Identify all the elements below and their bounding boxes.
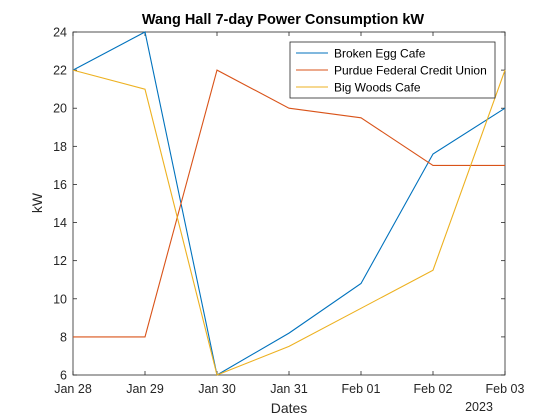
x-axis-year-label: 2023 xyxy=(465,400,493,414)
y-tick-label: 22 xyxy=(53,64,67,78)
legend: Broken Egg Cafe Purdue Federal Credit Uni… xyxy=(289,41,496,99)
y-tick-label: 20 xyxy=(53,102,67,116)
y-tick-label: 14 xyxy=(53,216,67,230)
y-tick-label: 10 xyxy=(53,292,67,306)
x-tick-label: Feb 01 xyxy=(342,382,381,396)
x-tick-label: Jan 28 xyxy=(54,382,92,396)
legend-entry: Broken Egg Cafe xyxy=(334,47,426,61)
x-axis-label: Dates xyxy=(271,400,308,416)
x-tick-label: Jan 30 xyxy=(198,382,236,396)
x-tick-label: Feb 03 xyxy=(486,382,525,396)
y-tick-label: 6 xyxy=(60,369,67,383)
series-line-1 xyxy=(72,31,506,376)
chart-title: Wang Hall 7-day Power Consumption kW xyxy=(142,12,425,28)
x-tick-label: Jan 31 xyxy=(270,382,308,396)
y-axis-label: kW xyxy=(29,192,45,213)
legend-entry: Big Woods Cafe xyxy=(334,81,421,95)
legend-entry: Purdue Federal Credit Union xyxy=(334,64,487,78)
y-tick-label: 18 xyxy=(53,140,67,154)
x-tick-label: Feb 02 xyxy=(414,382,453,396)
series-line-3 xyxy=(72,69,506,376)
x-tick-label: Jan 29 xyxy=(126,382,164,396)
y-tick-label: 16 xyxy=(53,178,67,192)
y-tick-label: 8 xyxy=(60,330,67,344)
series-line-2 xyxy=(73,69,505,338)
y-tick-label: 24 xyxy=(53,26,67,40)
y-tick-label: 12 xyxy=(53,254,67,268)
